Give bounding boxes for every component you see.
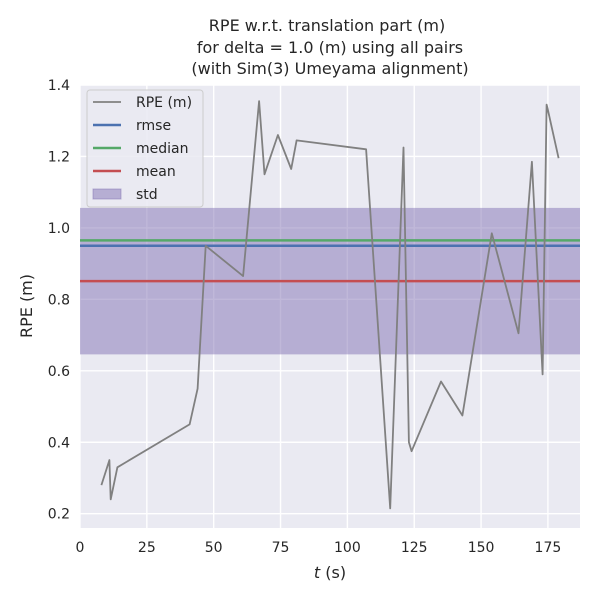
y-tick-label: 1.2: [48, 149, 70, 165]
y-tick-label: 0.2: [48, 507, 70, 523]
legend-swatch: [92, 188, 122, 200]
legend-label: median: [136, 141, 188, 157]
x-tick-label: 0: [76, 540, 85, 556]
x-axis-label: t (s): [314, 563, 346, 582]
chart-title-line-3: (with Sim(3) Umeyama alignment): [191, 59, 468, 78]
y-tick-label: 1.0: [48, 221, 70, 237]
x-tick-label: 125: [401, 540, 428, 556]
chart-title-line-2: for delta = 1.0 (m) using all pairs: [197, 38, 463, 57]
x-tick-label: 175: [535, 540, 562, 556]
legend-box: [86, 89, 204, 208]
legend-label: std: [136, 187, 158, 203]
x-axis-label-unit: (s): [320, 563, 346, 582]
y-tick-label: 0.8: [48, 292, 70, 308]
legend-label: RPE (m): [136, 95, 192, 111]
chart-title-line-1: RPE w.r.t. translation part (m): [209, 16, 445, 35]
y-tick-label: 0.6: [48, 364, 70, 380]
y-axis-label: RPE (m): [17, 274, 36, 338]
legend-label: rmse: [136, 118, 171, 134]
y-tick-label: 0.4: [48, 435, 70, 451]
stats-layer: [80, 207, 580, 355]
x-tick-label: 75: [272, 540, 290, 556]
x-tick-label: 25: [138, 540, 156, 556]
legend-label: mean: [136, 164, 176, 180]
series-layer: [100, 100, 560, 510]
y-axis-ticks: 0.2 0.4 0.6 0.8 1.0 1.2 1.4: [48, 78, 70, 523]
rpe-series-line: [100, 100, 560, 510]
x-axis-ticks: 0 25 50 75 100 125 150 175: [76, 540, 562, 556]
x-tick-label: 100: [334, 540, 361, 556]
x-tick-label: 150: [468, 540, 495, 556]
legend: RPE (m) rmse median mean std: [86, 89, 204, 208]
y-tick-label: 1.4: [48, 78, 70, 94]
x-axis-label-symbol: t: [314, 563, 321, 582]
x-tick-label: 50: [205, 540, 223, 556]
grid-lines: [79, 84, 580, 528]
